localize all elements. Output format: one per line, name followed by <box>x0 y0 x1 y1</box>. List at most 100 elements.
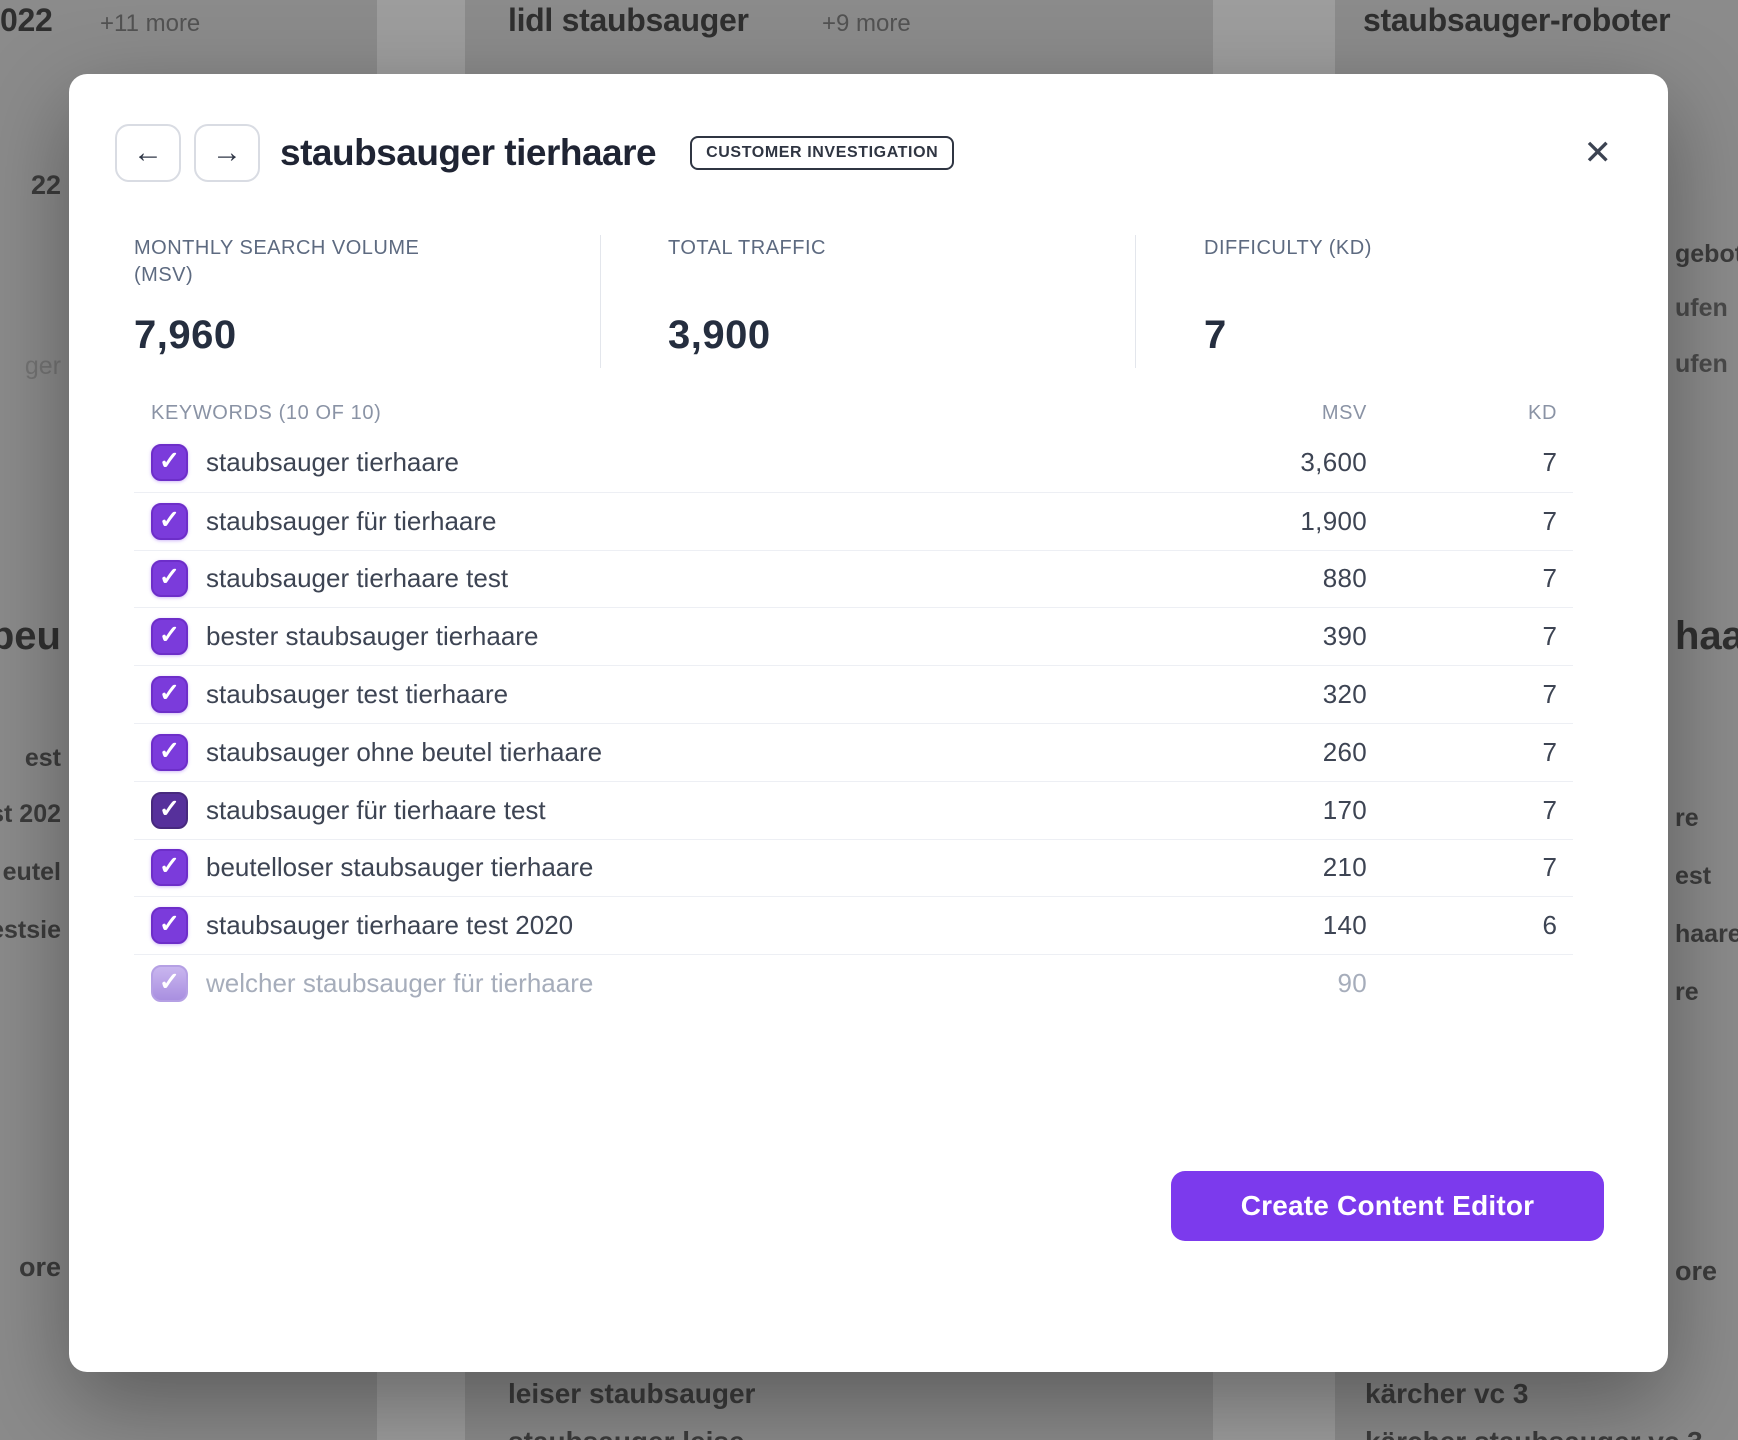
keyword-label: staubsauger tierhaare test <box>206 563 509 594</box>
close-icon: ✕ <box>1583 134 1613 172</box>
keyword-checkbox[interactable]: ✓ <box>151 560 188 598</box>
text-fragment: haar <box>1675 614 1738 658</box>
stat-value: 7,960 <box>134 313 237 357</box>
msv-value: 880 <box>1322 563 1367 594</box>
background-keyword: kärcher staubsauger vc 3 <box>1365 1426 1703 1440</box>
keywords-count-header: KEYWORDS (10 OF 10) <box>151 401 382 424</box>
background-card-title: lidl staubsauger <box>508 2 749 38</box>
kd-value: 7 <box>1542 621 1557 652</box>
msv-value: 170 <box>1322 794 1367 825</box>
keyword-checkbox[interactable]: ✓ <box>151 849 188 887</box>
keywords-table: KEYWORDS (10 OF 10) MSV KD ✓ staubsauger… <box>134 396 1573 1012</box>
keyword-checkbox[interactable]: ✓ <box>151 733 188 771</box>
create-content-editor-button[interactable]: Create Content Editor <box>1171 1171 1604 1241</box>
kd-value: 6 <box>1542 910 1557 941</box>
table-row[interactable]: ✓ beutelloser staubsauger tierhaare 210 … <box>134 838 1573 897</box>
check-icon: ✓ <box>159 794 180 823</box>
forward-button[interactable]: → <box>194 124 260 182</box>
msv-value: 90 <box>1337 968 1367 999</box>
check-icon: ✓ <box>159 736 180 765</box>
text-fragment: gebot <box>1675 240 1738 268</box>
text-fragment: st 202 <box>0 800 61 828</box>
keyword-checkbox[interactable]: ✓ <box>151 907 188 945</box>
table-row[interactable]: ✓ staubsauger tierhaare test 2020 140 6 <box>134 896 1573 954</box>
text-fragment: haare <box>1675 920 1738 948</box>
text-fragment: ufen <box>1675 350 1728 378</box>
keyword-label: welcher staubsauger für tierhaare <box>206 968 594 999</box>
table-row[interactable]: ✓ staubsauger test tierhaare 320 7 <box>134 665 1573 723</box>
kd-value: 7 <box>1542 794 1557 825</box>
text-fragment: beu <box>0 614 61 658</box>
table-header: KEYWORDS (10 OF 10) MSV KD <box>134 396 1573 430</box>
msv-value: 320 <box>1322 679 1367 710</box>
keyword-label: staubsauger tierhaare <box>206 447 459 478</box>
table-row[interactable]: ✓ staubsauger für tierhaare 1,900 7 <box>134 491 1573 550</box>
table-rows: ✓ staubsauger tierhaare 3,600 7 ✓ staubs… <box>134 434 1573 1012</box>
modal-header: ← → staubsauger tierhaare CUSTOMER INVES… <box>115 124 1612 182</box>
table-row[interactable]: ✓ welcher staubsauger für tierhaare 90 <box>134 954 1573 1012</box>
msv-value: 390 <box>1322 621 1367 652</box>
back-button[interactable]: ← <box>115 124 181 182</box>
stat-msv: MONTHLY SEARCH VOLUME (MSV) 7,960 <box>134 235 474 357</box>
check-icon: ✓ <box>159 621 180 650</box>
kd-value: 7 <box>1542 563 1557 594</box>
text-fragment: estsie <box>0 916 61 944</box>
background-keyword: staubsauger leise <box>508 1426 745 1440</box>
stats-row: MONTHLY SEARCH VOLUME (MSV) 7,960 TOTAL … <box>69 235 1668 370</box>
text-fragment: re <box>1675 804 1699 832</box>
keyword-label: beutelloser staubsauger tierhaare <box>206 852 594 883</box>
background-card-more: +9 more <box>822 10 911 37</box>
msv-value: 140 <box>1322 910 1367 941</box>
stat-divider <box>1135 235 1136 368</box>
kd-value: 7 <box>1542 852 1557 883</box>
text-fragment: ore <box>18 1252 61 1282</box>
table-row[interactable]: ✓ staubsauger ohne beutel tierhaare 260 … <box>134 722 1573 781</box>
kd-value: 7 <box>1542 447 1557 478</box>
msv-column-header: MSV <box>1321 401 1367 424</box>
table-row[interactable]: ✓ staubsauger tierhaare 3,600 7 <box>134 434 1573 492</box>
keyword-checkbox[interactable]: ✓ <box>151 502 188 540</box>
stat-difficulty: DIFFICULTY (KD) 7 <box>1204 235 1534 357</box>
background-right-fragments: gebot ufen ufen haar re est haare re ore <box>1672 0 1738 1440</box>
keyword-label: staubsauger ohne beutel tierhaare <box>206 736 603 767</box>
customer-investigation-badge: CUSTOMER INVESTIGATION <box>690 136 955 170</box>
background-keyword: leiser staubsauger <box>508 1378 756 1409</box>
close-button[interactable]: ✕ <box>1584 136 1613 170</box>
modal-title: staubsauger tierhaare <box>280 132 657 173</box>
keyword-checkbox[interactable]: ✓ <box>151 618 188 656</box>
keyword-checkbox[interactable]: ✓ <box>151 791 188 829</box>
stat-label: MONTHLY SEARCH VOLUME (MSV) <box>134 237 420 286</box>
keyword-label: staubsauger für tierhaare test <box>206 794 546 825</box>
keyword-checkbox[interactable]: ✓ <box>151 444 188 482</box>
msv-value: 210 <box>1322 852 1367 883</box>
keyword-checkbox[interactable]: ✓ <box>151 965 188 1003</box>
stat-divider <box>600 235 601 368</box>
check-icon: ✓ <box>159 505 180 534</box>
table-row[interactable]: ✓ staubsauger für tierhaare test 170 7 <box>134 780 1573 839</box>
kd-value: 7 <box>1542 679 1557 710</box>
stat-value: 7 <box>1204 313 1227 357</box>
kd-value: 7 <box>1542 736 1557 767</box>
stat-value: 3,900 <box>668 313 771 357</box>
arrow-right-icon: → <box>212 136 242 169</box>
check-icon: ✓ <box>159 852 180 881</box>
text-fragment: est <box>24 744 61 772</box>
table-row[interactable]: ✓ bester staubsauger tierhaare 390 7 <box>134 607 1573 665</box>
keyword-checkbox[interactable]: ✓ <box>151 676 188 714</box>
keyword-label: staubsauger für tierhaare <box>206 505 497 536</box>
text-fragment: est <box>1675 862 1712 890</box>
text-fragment: ufen <box>1675 294 1728 322</box>
msv-value: 260 <box>1322 736 1367 767</box>
stat-label: DIFFICULTY (KD) <box>1204 237 1372 259</box>
check-icon: ✓ <box>159 447 180 476</box>
check-icon: ✓ <box>159 968 180 997</box>
kd-value: 7 <box>1542 505 1557 536</box>
keyword-label: bester staubsauger tierhaare <box>206 621 539 652</box>
background-left-fragments: 22 ger beu est st 202 eutel estsie ore <box>0 0 64 1440</box>
keyword-label: staubsauger tierhaare test 2020 <box>206 910 574 941</box>
check-icon: ✓ <box>159 679 180 708</box>
text-fragment: ore <box>1675 1256 1718 1286</box>
text-fragment: eutel <box>2 858 61 886</box>
table-row[interactable]: ✓ staubsauger tierhaare test 880 7 <box>134 549 1573 608</box>
